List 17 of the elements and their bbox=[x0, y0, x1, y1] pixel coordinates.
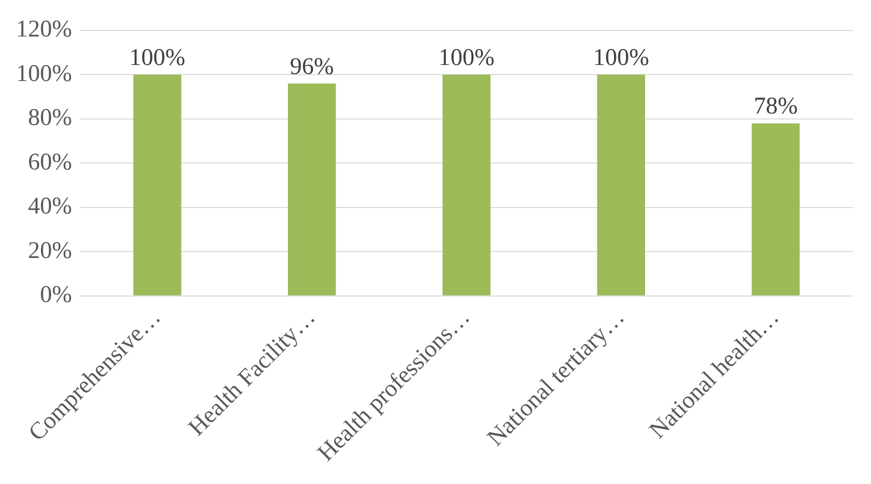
data-label: 100% bbox=[438, 44, 494, 71]
bar bbox=[752, 123, 800, 296]
data-label: 96% bbox=[290, 54, 334, 80]
y-tick-label: 20% bbox=[28, 238, 72, 264]
data-label: 100% bbox=[593, 44, 650, 71]
y-tick-label: 80% bbox=[28, 105, 72, 132]
y-tick-label: 100% bbox=[16, 60, 72, 87]
bar bbox=[133, 74, 182, 296]
y-tick-label: 120% bbox=[16, 16, 72, 43]
bar bbox=[597, 74, 646, 296]
data-label: 78% bbox=[754, 94, 798, 120]
bar bbox=[288, 83, 336, 296]
bar bbox=[442, 74, 490, 296]
data-label: 100% bbox=[129, 44, 186, 71]
y-tick-label: 40% bbox=[28, 194, 72, 220]
y-tick-label: 60% bbox=[28, 149, 72, 176]
y-tick-label: 0% bbox=[40, 282, 72, 308]
